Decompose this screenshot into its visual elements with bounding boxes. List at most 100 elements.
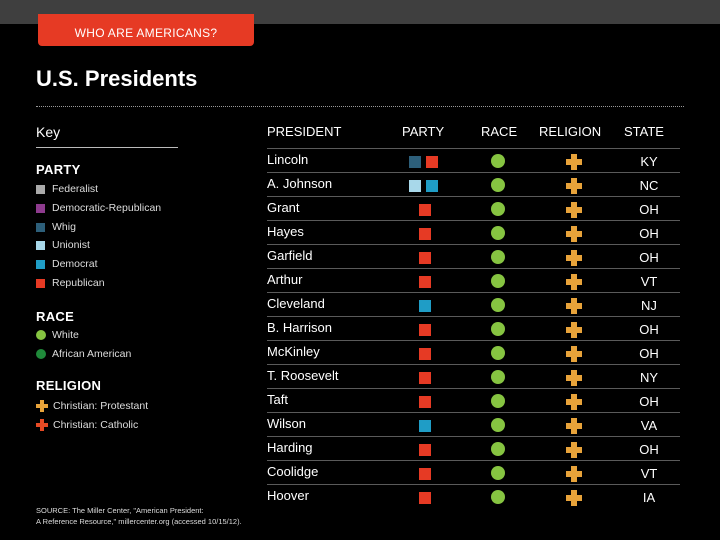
state-code: NJ bbox=[641, 298, 657, 313]
white-dot-icon bbox=[491, 346, 505, 360]
republican-swatch bbox=[419, 444, 431, 456]
party-swatches bbox=[419, 300, 436, 312]
header-president: PRESIDENT bbox=[267, 124, 342, 139]
whig-swatch bbox=[409, 156, 421, 168]
header-state: STATE bbox=[624, 124, 664, 139]
president-name: Arthur bbox=[267, 272, 303, 287]
key-religion-title: RELIGION bbox=[36, 378, 102, 393]
key-party-title: PARTY bbox=[36, 162, 81, 177]
party-swatches bbox=[419, 228, 436, 240]
table-row: T. Roosevelt NY bbox=[267, 364, 680, 389]
protestant-cross-icon bbox=[566, 442, 582, 458]
president-name: A. Johnson bbox=[267, 176, 333, 191]
table-row: Hoover IA bbox=[267, 484, 680, 509]
party-swatches bbox=[419, 396, 436, 408]
republican-swatch bbox=[419, 276, 431, 288]
party-swatches bbox=[419, 372, 436, 384]
president-name: Taft bbox=[267, 392, 288, 407]
federalist-swatch bbox=[36, 184, 45, 194]
protestant-cross-icon bbox=[566, 370, 582, 386]
state-code: VT bbox=[640, 274, 658, 289]
key-divider bbox=[36, 147, 178, 148]
republican-swatch bbox=[419, 348, 431, 360]
state-code: KY bbox=[640, 154, 658, 169]
protestant-cross-icon bbox=[566, 346, 582, 362]
key-party-democratic-republican: Democratic-Republican bbox=[36, 202, 161, 214]
protestant-cross-icon bbox=[566, 394, 582, 410]
white-dot-icon bbox=[491, 418, 505, 432]
key-title: Key bbox=[36, 124, 61, 140]
table-row: McKinley OH bbox=[267, 340, 680, 365]
party-swatches bbox=[419, 492, 436, 504]
republican-swatch bbox=[419, 372, 431, 384]
protestant-cross-icon bbox=[566, 298, 582, 314]
republican-swatch bbox=[419, 492, 431, 504]
state-code: VT bbox=[640, 466, 658, 481]
president-name: Coolidge bbox=[267, 464, 319, 479]
democrat-swatch bbox=[36, 259, 45, 269]
white-dot-icon bbox=[491, 370, 505, 384]
democrat-swatch bbox=[419, 300, 431, 312]
white-dot-icon bbox=[491, 226, 505, 240]
whig-swatch bbox=[36, 222, 45, 232]
key-label: Federalist bbox=[52, 183, 99, 195]
republican-swatch bbox=[426, 156, 438, 168]
white-dot-icon bbox=[491, 250, 505, 264]
unionist-swatch bbox=[409, 180, 421, 192]
republican-swatch bbox=[36, 278, 45, 288]
key-religion-catholic: Christian: Catholic bbox=[36, 419, 138, 431]
white-dot-icon bbox=[491, 154, 505, 168]
protestant-cross-icon bbox=[566, 226, 582, 242]
republican-swatch bbox=[419, 204, 431, 216]
key-label: Unionist bbox=[52, 239, 90, 251]
state-code: NY bbox=[639, 370, 659, 385]
party-swatches bbox=[409, 156, 443, 168]
protestant-cross-icon bbox=[566, 418, 582, 434]
white-dot-icon bbox=[36, 330, 46, 340]
state-code: IA bbox=[642, 490, 656, 505]
key-label: Christian: Protestant bbox=[53, 400, 149, 412]
white-dot-icon bbox=[491, 202, 505, 216]
source-note: SOURCE: The Miller Center, "American Pre… bbox=[36, 505, 242, 527]
president-name: Lincoln bbox=[267, 152, 309, 167]
state-code: OH bbox=[639, 322, 659, 337]
state-code: OH bbox=[639, 346, 659, 361]
table-row: Garfield OH bbox=[267, 244, 680, 269]
protestant-cross-icon bbox=[566, 466, 582, 482]
key-label: Whig bbox=[52, 221, 76, 233]
key-label: African American bbox=[52, 348, 132, 360]
state-code: NC bbox=[639, 178, 659, 193]
table-row: Arthur VT bbox=[267, 268, 680, 293]
white-dot-icon bbox=[491, 274, 505, 288]
republican-swatch bbox=[419, 252, 431, 264]
source-line-1: SOURCE: The Miller Center, "American Pre… bbox=[36, 506, 204, 515]
republican-swatch bbox=[419, 324, 431, 336]
white-dot-icon bbox=[491, 490, 505, 504]
key-party-whig: Whig bbox=[36, 221, 76, 233]
party-swatches bbox=[419, 348, 436, 360]
protestant-cross-icon bbox=[566, 490, 582, 506]
catholic-cross-icon bbox=[36, 419, 48, 431]
section-tag: WHO ARE AMERICANS? bbox=[38, 14, 254, 46]
table-row: Wilson VA bbox=[267, 412, 680, 437]
table-row: Lincoln KY bbox=[267, 148, 680, 173]
table-row: A. Johnson NC bbox=[267, 172, 680, 197]
party-swatches bbox=[419, 468, 436, 480]
president-name: Cleveland bbox=[267, 296, 325, 311]
key-party-republican: Republican bbox=[36, 277, 105, 289]
democratic-republican-swatch bbox=[36, 203, 45, 213]
table-row: Taft OH bbox=[267, 388, 680, 413]
white-dot-icon bbox=[491, 394, 505, 408]
key-religion-protestant: Christian: Protestant bbox=[36, 400, 148, 412]
title-divider bbox=[36, 106, 684, 107]
state-code: OH bbox=[639, 394, 659, 409]
party-swatches bbox=[419, 324, 436, 336]
party-swatches bbox=[419, 204, 436, 216]
protestant-cross-icon bbox=[566, 322, 582, 338]
key-label: Republican bbox=[52, 277, 105, 289]
democrat-swatch bbox=[426, 180, 438, 192]
white-dot-icon bbox=[491, 442, 505, 456]
white-dot-icon bbox=[491, 178, 505, 192]
key-label: White bbox=[52, 329, 79, 341]
protestant-cross-icon bbox=[36, 400, 48, 412]
